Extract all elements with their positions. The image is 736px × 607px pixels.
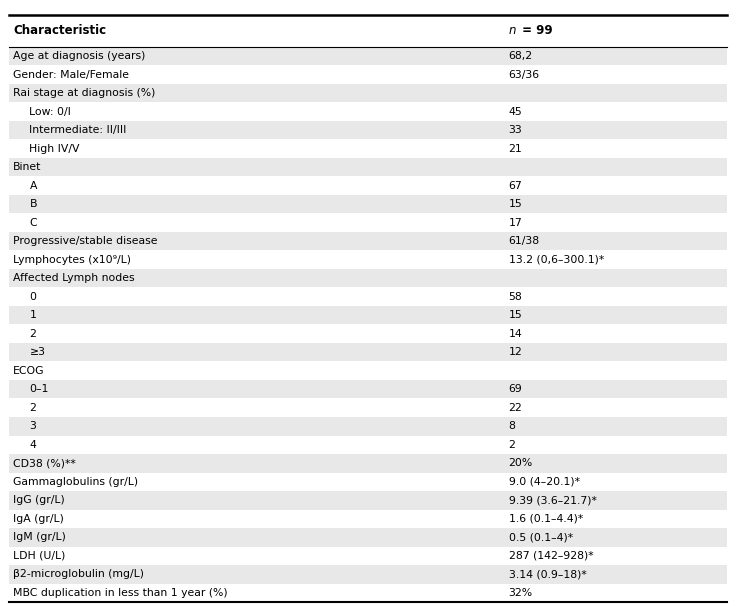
Bar xyxy=(9,176,727,195)
Text: 17: 17 xyxy=(509,218,523,228)
Bar xyxy=(9,565,727,583)
Bar xyxy=(9,269,727,288)
Text: Affected Lymph nodes: Affected Lymph nodes xyxy=(13,273,135,283)
Text: 2: 2 xyxy=(509,440,515,450)
Bar xyxy=(9,380,727,398)
Text: Rai stage at diagnosis (%): Rai stage at diagnosis (%) xyxy=(13,88,155,98)
Bar xyxy=(9,140,727,158)
Text: Gender: Male/Female: Gender: Male/Female xyxy=(13,70,130,80)
Text: B: B xyxy=(29,199,37,209)
Text: 13.2 (0,6–300.1)*: 13.2 (0,6–300.1)* xyxy=(509,255,604,265)
Text: 21: 21 xyxy=(509,144,523,154)
Bar xyxy=(9,84,727,102)
Bar xyxy=(9,232,727,250)
Bar xyxy=(9,343,727,361)
Text: 0: 0 xyxy=(29,292,37,302)
Bar xyxy=(9,306,727,324)
Text: 22: 22 xyxy=(509,403,523,413)
Text: n: n xyxy=(509,24,516,38)
Text: Characteristic: Characteristic xyxy=(13,24,107,38)
Text: 45: 45 xyxy=(509,107,523,117)
Text: Gammaglobulins (gr/L): Gammaglobulins (gr/L) xyxy=(13,477,138,487)
Bar xyxy=(9,158,727,176)
Bar xyxy=(9,528,727,546)
Text: 3: 3 xyxy=(29,421,36,431)
Text: 67: 67 xyxy=(509,181,523,191)
Text: β2-microglobulin (mg/L): β2-microglobulin (mg/L) xyxy=(13,569,144,579)
Text: Age at diagnosis (years): Age at diagnosis (years) xyxy=(13,51,146,61)
Text: 9.39 (3.6–21.7)*: 9.39 (3.6–21.7)* xyxy=(509,495,596,505)
Bar xyxy=(9,491,727,509)
Text: IgM (gr/L): IgM (gr/L) xyxy=(13,532,66,542)
Text: 63/36: 63/36 xyxy=(509,70,539,80)
Text: Binet: Binet xyxy=(13,162,42,172)
Text: 12: 12 xyxy=(509,347,523,357)
Bar xyxy=(9,454,727,472)
Text: C: C xyxy=(29,218,37,228)
Text: Progressive/stable disease: Progressive/stable disease xyxy=(13,236,158,246)
Text: Intermediate: II/III: Intermediate: II/III xyxy=(29,125,127,135)
Bar xyxy=(9,251,727,269)
Bar xyxy=(9,65,727,84)
Text: 68,2: 68,2 xyxy=(509,51,533,61)
Bar xyxy=(9,546,727,565)
Text: 0–1: 0–1 xyxy=(29,384,49,394)
Text: 14: 14 xyxy=(509,329,523,339)
Bar xyxy=(9,214,727,232)
Text: Low: 0/I: Low: 0/I xyxy=(29,107,71,117)
Bar xyxy=(9,121,727,140)
Bar xyxy=(9,47,727,66)
Text: ECOG: ECOG xyxy=(13,366,45,376)
Text: Lymphocytes (x10⁹/L): Lymphocytes (x10⁹/L) xyxy=(13,255,131,265)
Bar xyxy=(9,509,727,528)
Bar xyxy=(9,398,727,417)
Bar xyxy=(9,288,727,306)
Text: 3.14 (0.9–18)*: 3.14 (0.9–18)* xyxy=(509,569,587,579)
Text: 8: 8 xyxy=(509,421,515,431)
Text: 15: 15 xyxy=(509,310,523,320)
Text: 15: 15 xyxy=(509,199,523,209)
Text: 4: 4 xyxy=(29,440,36,450)
Bar xyxy=(9,436,727,454)
Bar xyxy=(9,472,727,491)
Text: 20%: 20% xyxy=(509,458,533,468)
Text: MBC duplication in less than 1 year (%): MBC duplication in less than 1 year (%) xyxy=(13,588,228,598)
Text: 9.0 (4–20.1)*: 9.0 (4–20.1)* xyxy=(509,477,579,487)
Text: 33: 33 xyxy=(509,125,523,135)
Text: 61/38: 61/38 xyxy=(509,236,539,246)
Text: 0.5 (0.1–4)*: 0.5 (0.1–4)* xyxy=(509,532,573,542)
Bar xyxy=(9,417,727,435)
Text: IgA (gr/L): IgA (gr/L) xyxy=(13,514,64,524)
Text: = 99: = 99 xyxy=(518,24,553,38)
Text: 69: 69 xyxy=(509,384,523,394)
Bar xyxy=(9,362,727,380)
Bar xyxy=(9,195,727,214)
Text: 32%: 32% xyxy=(509,588,533,598)
Text: CD38 (%)**: CD38 (%)** xyxy=(13,458,76,468)
Text: 2: 2 xyxy=(29,329,36,339)
Text: 58: 58 xyxy=(509,292,523,302)
Text: 287 (142–928)*: 287 (142–928)* xyxy=(509,551,593,561)
Text: High IV/V: High IV/V xyxy=(29,144,80,154)
Bar xyxy=(9,583,727,602)
Bar xyxy=(9,324,727,343)
Text: A: A xyxy=(29,181,37,191)
Text: 1.6 (0.1–4.4)*: 1.6 (0.1–4.4)* xyxy=(509,514,583,524)
Bar xyxy=(9,103,727,121)
Text: ≥3: ≥3 xyxy=(29,347,46,357)
Text: 2: 2 xyxy=(29,403,36,413)
Bar xyxy=(9,15,727,47)
Text: LDH (U/L): LDH (U/L) xyxy=(13,551,66,561)
Text: 1: 1 xyxy=(29,310,36,320)
Text: IgG (gr/L): IgG (gr/L) xyxy=(13,495,65,505)
